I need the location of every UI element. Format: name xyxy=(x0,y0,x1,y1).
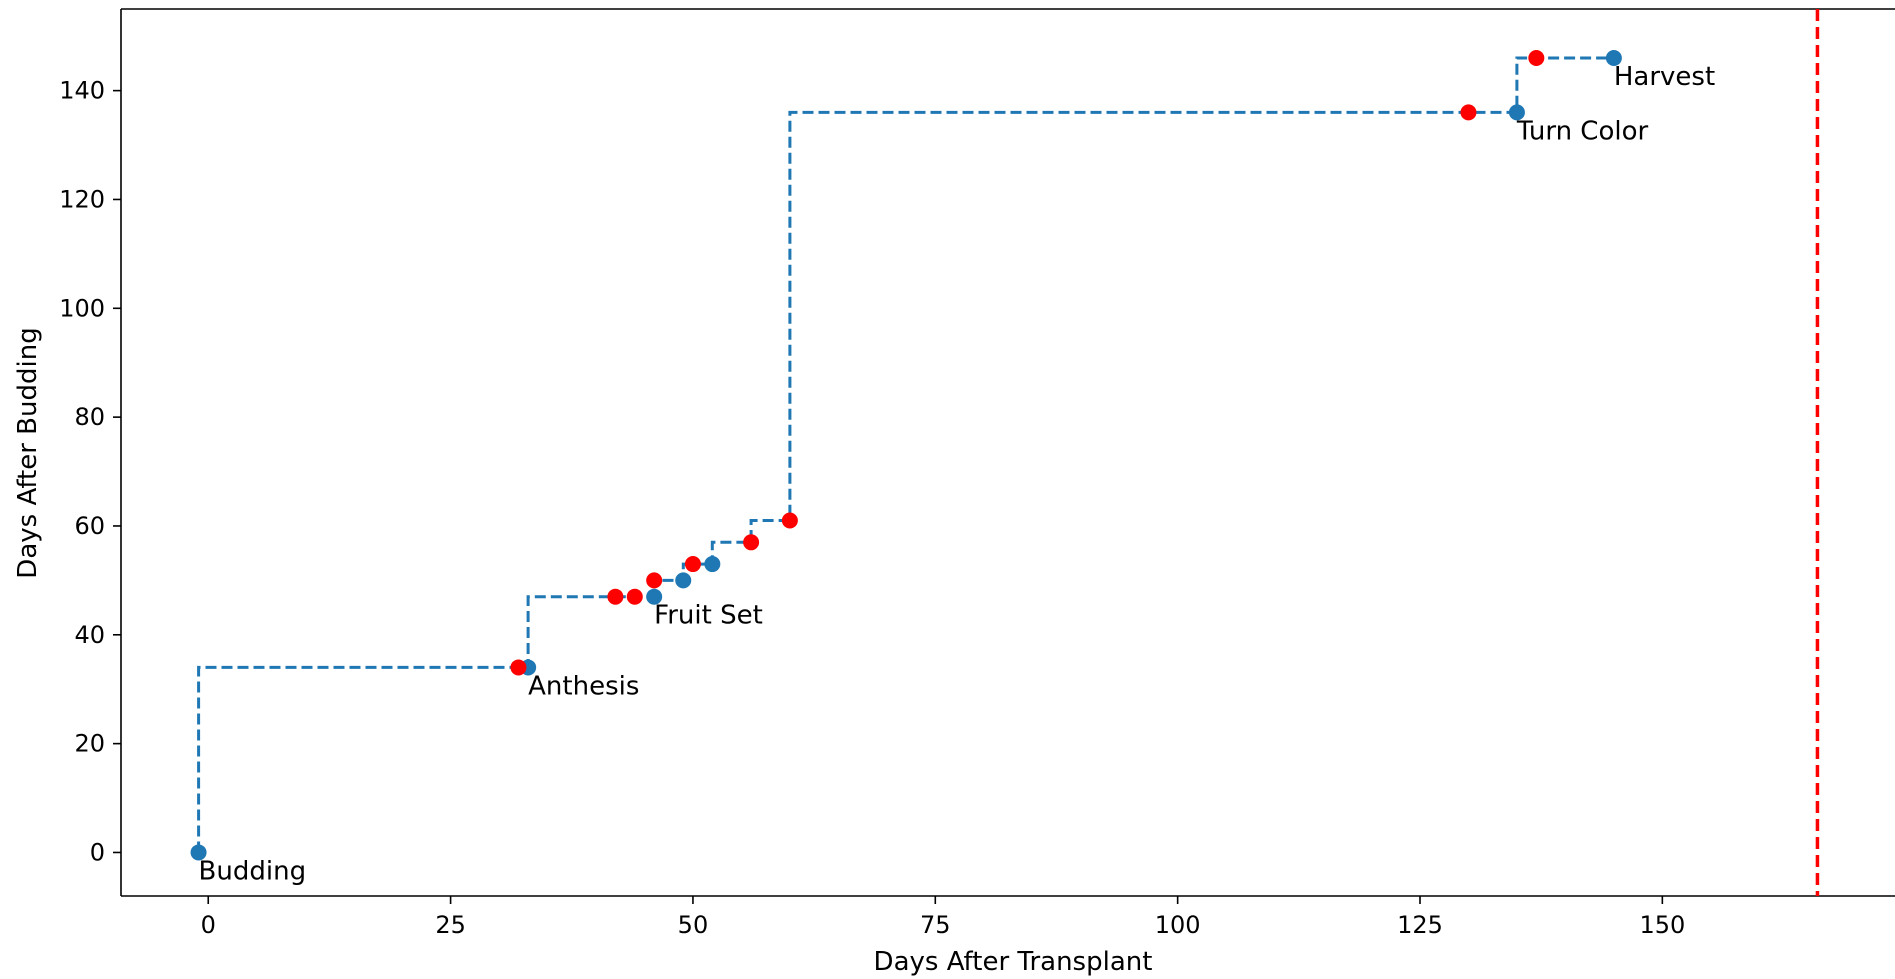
red-point xyxy=(607,588,624,605)
y-tick-label: 60 xyxy=(74,512,105,540)
x-tick-label: 125 xyxy=(1397,911,1443,939)
red-point xyxy=(743,534,760,551)
x-tick-label: 100 xyxy=(1155,911,1201,939)
annotation-label: Budding xyxy=(199,856,307,886)
y-axis-label: Days After Budding xyxy=(13,327,43,578)
x-tick-label: 150 xyxy=(1639,911,1685,939)
blue-point xyxy=(675,572,692,589)
blue-point xyxy=(1508,104,1525,121)
red-point xyxy=(1460,104,1477,121)
x-tick-label: 0 xyxy=(201,911,216,939)
y-tick-label: 140 xyxy=(59,77,105,105)
x-axis-label: Days After Transplant xyxy=(874,947,1153,977)
red-point xyxy=(1528,49,1545,66)
annotation-label: Fruit Set xyxy=(654,601,763,631)
blue-point xyxy=(1605,49,1622,66)
annotation-label: Anthesis xyxy=(528,671,639,701)
plot-area: Budding Anthesis Fruit Set Turn Color Harves… xyxy=(120,8,1895,897)
y-axis: 0 20 40 60 80 100 120 140 xyxy=(59,77,121,866)
x-tick-label: 25 xyxy=(435,911,466,939)
red-point xyxy=(646,572,663,589)
step-line xyxy=(197,56,1614,853)
x-tick-label: 50 xyxy=(678,911,709,939)
x-axis: 0 25 50 75 100 125 150 xyxy=(201,896,1685,939)
annotation-label: Turn Color xyxy=(1516,116,1649,146)
y-tick-label: 40 xyxy=(74,621,105,649)
blue-point xyxy=(646,588,663,605)
red-point xyxy=(626,588,643,605)
blue-point xyxy=(704,556,721,573)
red-point xyxy=(781,512,798,529)
red-point xyxy=(510,659,527,676)
red-point xyxy=(684,556,701,573)
x-tick-label: 75 xyxy=(920,911,951,939)
y-tick-label: 20 xyxy=(74,730,105,758)
y-tick-label: 0 xyxy=(90,838,105,866)
annotation-label: Harvest xyxy=(1614,62,1715,92)
y-tick-label: 120 xyxy=(59,185,105,213)
y-tick-label: 80 xyxy=(74,403,105,431)
y-tick-label: 100 xyxy=(59,294,105,322)
blue-point xyxy=(190,844,207,861)
